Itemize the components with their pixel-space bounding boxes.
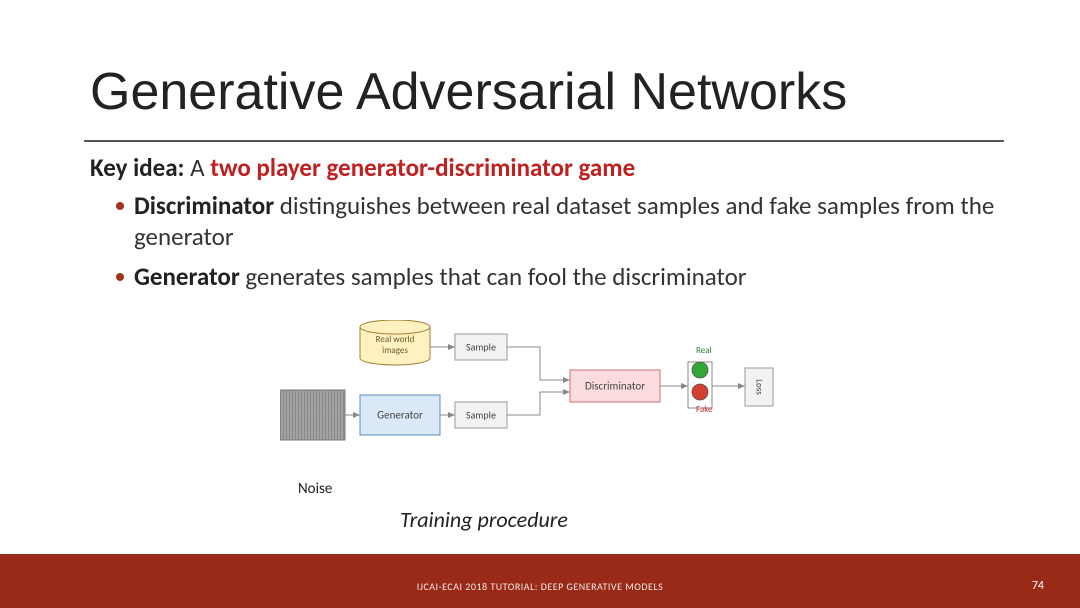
- key-idea-line: Key idea: A two player generator-discrim…: [90, 152, 635, 183]
- noise-label: Noise: [298, 480, 332, 498]
- page-number: 74: [1032, 579, 1044, 593]
- slide: Generative Adversarial Networks Key idea…: [0, 0, 1080, 608]
- flowchart-svg: Real worldimagesGeneratorSampleSampleDis…: [280, 320, 840, 505]
- key-idea-plain: A: [184, 152, 210, 183]
- node-label-generator: Generator: [377, 409, 423, 422]
- key-idea-label: Key idea:: [90, 152, 184, 183]
- bullet-rest: generates samples that can fool the disc…: [240, 261, 747, 292]
- flow-edge: [507, 392, 570, 415]
- gan-flowchart: Real worldimagesGeneratorSampleSampleDis…: [280, 320, 840, 505]
- bullet-dot-icon: [116, 202, 124, 210]
- label-real: Real: [696, 345, 712, 356]
- bullet-list: Discriminator distinguishes between real…: [116, 190, 996, 300]
- key-idea-red: two player generator-discriminator game: [210, 152, 635, 183]
- bullet-text: Generator generates samples that can foo…: [134, 261, 746, 292]
- title-rule: [84, 140, 1004, 142]
- node-fake_dot: [692, 384, 708, 400]
- node-real_dot: [692, 362, 708, 378]
- node-label-sample_bot: Sample: [466, 409, 496, 422]
- node-label-loss: Loss: [754, 379, 765, 395]
- node-noise: [280, 390, 345, 440]
- bullet-bold: Discriminator: [134, 190, 274, 221]
- slide-title: Generative Adversarial Networks: [90, 62, 847, 122]
- diagram-caption: Training procedure: [400, 506, 568, 533]
- node-label-sample_top: Sample: [466, 341, 496, 354]
- footer-source-text: IJCAI-ECAI 2018 TUTORIAL: DEEP GENERATIV…: [0, 580, 1080, 593]
- bullet-dot-icon: [116, 273, 124, 281]
- flow-edge: [507, 347, 570, 380]
- label-fake: Fake: [696, 404, 713, 415]
- bullet-bold: Generator: [134, 261, 240, 292]
- node-label-discriminator: Discriminator: [585, 380, 645, 393]
- bullet-text: Discriminator distinguishes between real…: [134, 190, 996, 253]
- bullet-item: Generator generates samples that can foo…: [116, 261, 996, 292]
- bullet-item: Discriminator distinguishes between real…: [116, 190, 996, 253]
